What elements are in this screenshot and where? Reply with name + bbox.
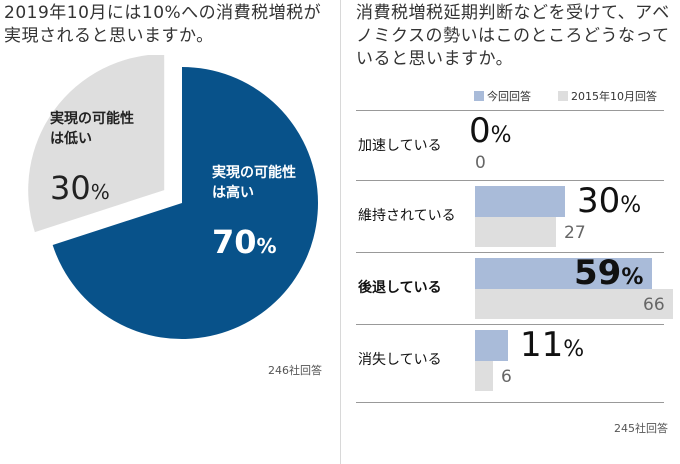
row-divider [356,110,664,111]
value-previous: 27 [564,223,586,243]
legend-item-current: 今回回答 [474,89,531,103]
pie-label-low-line2: は低い [50,130,92,147]
value-current-unit: % [490,123,512,148]
value-current-unit: % [621,265,644,290]
value-previous: 0 [475,153,486,173]
value-current-unit: % [620,193,642,218]
value-current-number: 0 [469,111,491,151]
bar-previous [475,289,673,319]
value-current: 11% [520,328,584,367]
left-chart-title: 2019年10月には10%への消費税増税が実現されると思いますか。 [4,3,322,46]
panel-divider [340,0,341,464]
row-divider [356,252,664,253]
value-current-number: 11 [520,325,564,365]
pie-label-low-line1: 実現の可能性 [50,110,134,127]
left-response-count: 246社回答 [268,364,322,377]
pie-value-high: 70% [212,223,277,261]
bar-previous [475,361,493,391]
category-label: 加速している [358,138,442,154]
legend-label-previous: 2015年10月回答 [571,90,657,103]
value-previous: 66 [643,295,665,315]
legend-swatch-previous [558,91,568,101]
legend-swatch-current [474,91,484,101]
category-label: 消失している [358,352,442,368]
pie-slice-low [28,55,165,233]
legend-item-previous: 2015年10月回答 [558,89,657,103]
row-divider [356,180,664,181]
value-current-number: 59 [574,253,622,293]
pie-label-high-line1: 実現の可能性 [212,164,296,181]
category-label: 後退している [358,280,442,296]
category-label: 維持されている [358,208,456,224]
row-divider [356,402,664,403]
bar-current [475,186,565,217]
right-chart-title: 消費税増税延期判断などを受けて、アベノミクスの勢いはこのところどうなっていると思… [356,3,670,69]
value-current: 30% [577,184,641,223]
value-previous: 6 [501,367,512,387]
right-response-count: 245社回答 [614,422,668,435]
pie-slice-high [52,67,318,339]
pie-value-low: 30% [50,169,110,207]
value-current-unit: % [563,337,585,362]
value-current-number: 30 [577,181,621,221]
value-current: 59% [574,256,643,295]
legend-label-current: 今回回答 [487,90,531,103]
bar-current [475,330,508,361]
row-divider [356,324,664,325]
pie-label-high-line2: は高い [212,184,254,201]
value-current: 0% [469,114,512,153]
bar-current [475,258,652,289]
bar-previous [475,217,556,247]
